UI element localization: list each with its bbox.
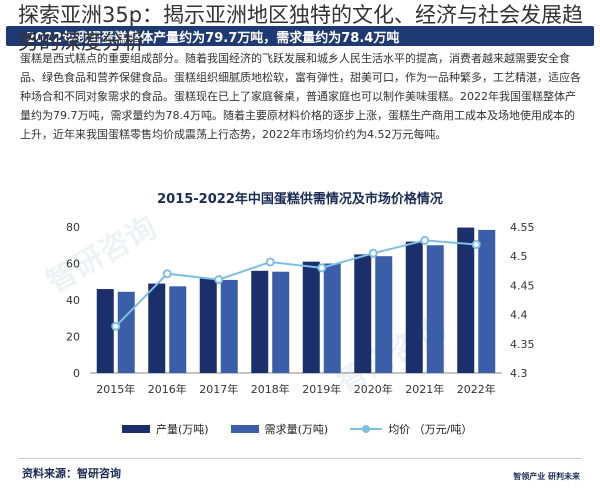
price-point <box>111 321 121 331</box>
x-tick-label: 2016年 <box>148 382 187 396</box>
x-tick-label: 2020年 <box>354 382 393 396</box>
banner-text: 2022年我国蛋糕整体产量约为79.7万吨，需求量约为78.4万吨 <box>26 31 400 46</box>
bar-production <box>354 254 372 373</box>
x-tick-label: 2015年 <box>96 382 135 396</box>
y-left-tick-label: 20 <box>66 331 80 344</box>
legend-price-label: 均价 （万元/吨） <box>388 423 473 436</box>
y-right-tick-label: 4.5 <box>510 250 528 263</box>
headline-banner: 2022年我国蛋糕整体产量约为79.7万吨，需求量约为78.4万吨 <box>6 26 594 46</box>
price-point <box>162 269 172 279</box>
legend-production-label: 产量(万吨) <box>156 423 209 436</box>
legend-production-swatch <box>122 425 150 433</box>
bar-demand <box>169 286 187 373</box>
bar-demand <box>426 245 444 373</box>
y-right-tick-label: 4.35 <box>510 338 535 351</box>
legend-demand-label: 需求量(万吨) <box>264 423 329 436</box>
y-right-tick-label: 4.4 <box>510 309 528 322</box>
price-line <box>115 239 477 327</box>
bar-production <box>251 270 269 373</box>
x-tick-label: 2022年 <box>457 382 496 396</box>
footer-divider <box>18 458 582 459</box>
bar-production <box>302 261 320 373</box>
x-tick-label: 2018年 <box>251 382 290 396</box>
source-note: 资料来源：智研咨询 <box>22 467 121 480</box>
legend-price: 均价 （万元/吨） <box>350 421 472 437</box>
y-left-tick-label: 80 <box>66 221 80 234</box>
price-point <box>368 248 378 258</box>
y-left-tick-label: 40 <box>66 294 80 307</box>
bar-production <box>457 227 475 373</box>
x-tick-label: 2019年 <box>302 382 341 396</box>
body-paragraph-text: 蛋糕是西式糕点的重要组成部分。随着我国经济的飞跃发展和城乡人民生活水平的提高，消… <box>20 52 581 141</box>
chart-title: 2015-2022年中国蛋糕供需情况及市场价格情况 <box>157 192 443 207</box>
bar-demand <box>478 229 496 373</box>
price-point <box>214 275 224 285</box>
y-left-tick-label: 60 <box>66 258 80 271</box>
legend-demand: 需求量(万吨) <box>230 421 329 437</box>
bar-production <box>199 278 217 373</box>
brand-tagline: 智领产业 研判未来 <box>513 472 580 481</box>
price-point <box>420 235 430 245</box>
price-point <box>317 263 327 273</box>
bar-demand <box>220 279 238 373</box>
chart-area: 0 20 40 60 80 4.3 4.35 4.4 4.45 4.5 4.55 2015年 2016年… <box>66 221 535 396</box>
y-right-tick-label: 4.55 <box>510 221 535 234</box>
legend-price-swatch <box>350 424 383 434</box>
bar-demand <box>323 263 341 373</box>
bar-demand <box>272 271 290 373</box>
legend-demand-swatch <box>230 425 259 433</box>
body-paragraph: 蛋糕是西式糕点的重要组成部分。随着我国经济的飞跃发展和城乡人民生活水平的提高，消… <box>20 49 585 144</box>
price-point <box>265 257 275 267</box>
x-tick-label: 2021年 <box>405 382 444 396</box>
y-left-tick-label: 0 <box>73 367 80 380</box>
y-right-tick-label: 4.3 <box>510 367 528 380</box>
bar-production <box>96 289 114 373</box>
bar-demand <box>117 291 135 373</box>
page-title: 探索亚洲35p：揭示亚洲地区独特的文化、经济与社会发展趋势的深度分析 <box>18 3 584 54</box>
bar-production <box>148 283 166 373</box>
legend-production: 产量(万吨) <box>122 421 209 437</box>
y-right-tick-label: 4.45 <box>510 279 535 292</box>
chart-legend: 产量(万吨) 需求量(万吨) 均价 （万元/吨） <box>122 418 542 440</box>
bar-production <box>405 241 423 373</box>
price-point <box>471 240 481 250</box>
bar-demand <box>375 256 393 373</box>
x-tick-label: 2017年 <box>199 382 238 396</box>
